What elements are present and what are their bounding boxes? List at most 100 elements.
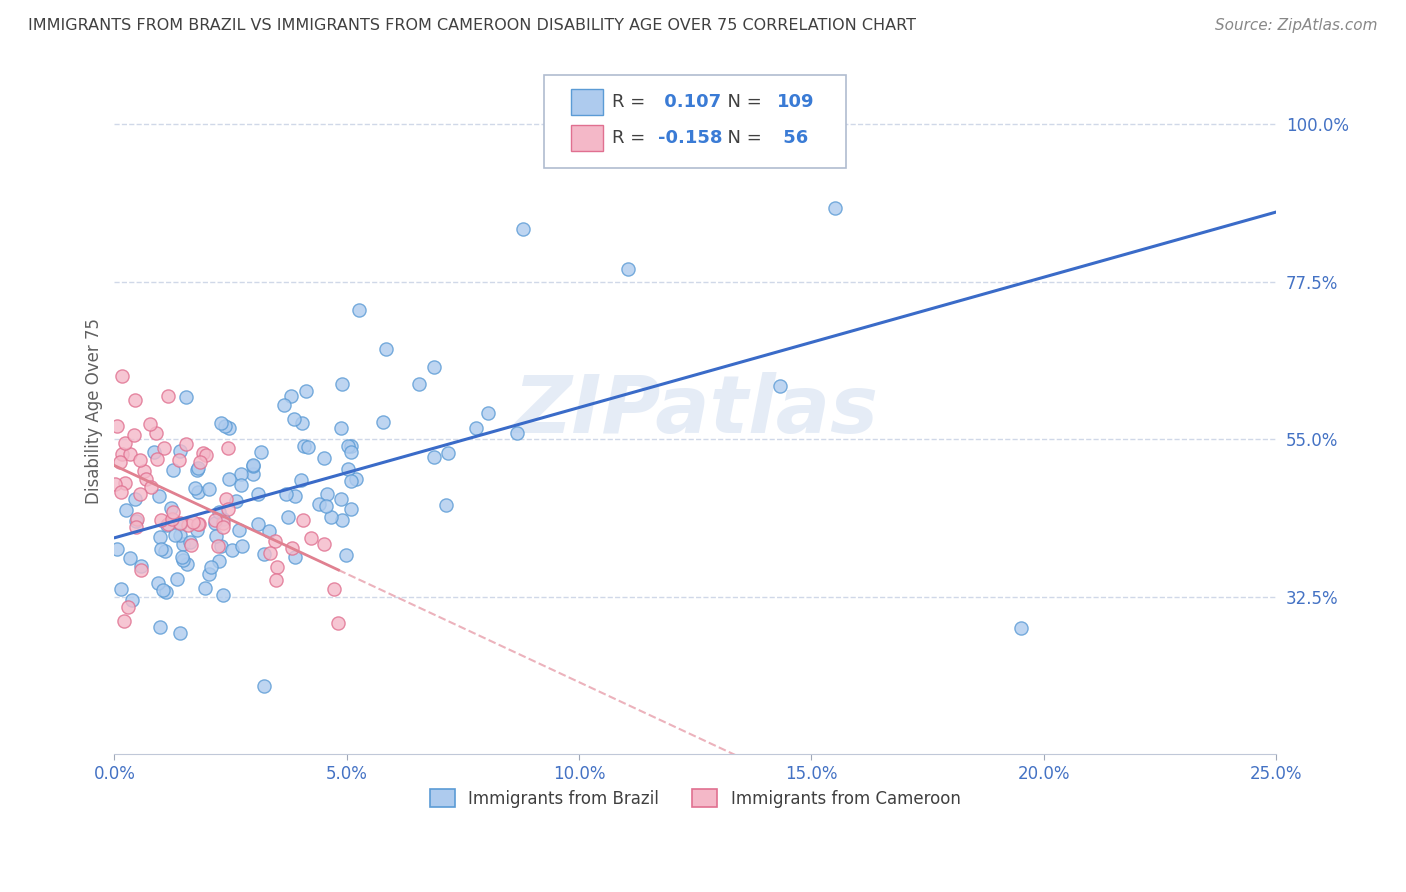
Point bbox=[194, 581, 217, 595]
Point bbox=[328, 615, 350, 630]
Point bbox=[349, 303, 371, 318]
Point bbox=[212, 516, 235, 530]
Text: R =: R = bbox=[612, 93, 651, 112]
Point bbox=[110, 369, 132, 384]
Point bbox=[337, 438, 360, 452]
Point bbox=[179, 535, 201, 549]
Point bbox=[204, 514, 226, 528]
Point bbox=[125, 514, 148, 528]
Point bbox=[187, 460, 209, 475]
Text: -0.158: -0.158 bbox=[658, 128, 723, 147]
Point bbox=[242, 458, 264, 472]
Point bbox=[340, 438, 363, 452]
Point bbox=[229, 478, 252, 492]
Point bbox=[162, 505, 184, 519]
Text: N =: N = bbox=[716, 93, 768, 112]
Point bbox=[149, 620, 172, 634]
Point bbox=[121, 593, 143, 607]
Point bbox=[434, 499, 457, 513]
Point bbox=[299, 531, 322, 545]
Text: 56: 56 bbox=[776, 128, 808, 147]
Point bbox=[215, 492, 238, 507]
Point bbox=[187, 517, 209, 532]
Point bbox=[212, 512, 235, 526]
Point bbox=[340, 502, 363, 516]
Point bbox=[242, 467, 264, 482]
Point bbox=[312, 451, 335, 466]
Point bbox=[506, 426, 529, 441]
FancyBboxPatch shape bbox=[544, 76, 846, 168]
Point bbox=[253, 679, 276, 693]
Point bbox=[131, 558, 153, 573]
Point bbox=[207, 539, 229, 553]
Point bbox=[204, 516, 226, 531]
Point bbox=[284, 549, 307, 564]
Point bbox=[422, 450, 444, 465]
Point bbox=[131, 564, 153, 578]
Point bbox=[129, 486, 152, 500]
Point bbox=[186, 463, 208, 477]
Text: R =: R = bbox=[612, 128, 651, 147]
Point bbox=[319, 509, 342, 524]
Point bbox=[512, 222, 534, 236]
Point bbox=[145, 425, 167, 440]
Point bbox=[112, 614, 135, 628]
Point bbox=[152, 583, 174, 598]
Point bbox=[110, 484, 132, 499]
Point bbox=[477, 406, 499, 420]
Point bbox=[371, 415, 394, 429]
Point bbox=[176, 558, 198, 572]
Text: IMMIGRANTS FROM BRAZIL VS IMMIGRANTS FROM CAMEROON DISABILITY AGE OVER 75 CORREL: IMMIGRANTS FROM BRAZIL VS IMMIGRANTS FRO… bbox=[28, 18, 917, 33]
Point bbox=[436, 446, 458, 460]
Point bbox=[330, 491, 353, 506]
Point bbox=[280, 389, 302, 403]
Point bbox=[208, 505, 231, 519]
Point bbox=[225, 493, 247, 508]
Point bbox=[124, 427, 146, 442]
Point bbox=[291, 416, 314, 430]
Point bbox=[108, 455, 131, 469]
Point bbox=[124, 519, 146, 533]
Point bbox=[174, 391, 197, 405]
Point bbox=[180, 538, 202, 552]
Point bbox=[205, 529, 228, 543]
Point bbox=[340, 445, 363, 459]
Point bbox=[163, 528, 186, 542]
Point bbox=[198, 566, 221, 581]
Point bbox=[157, 517, 180, 532]
Point bbox=[132, 464, 155, 478]
Point bbox=[209, 539, 232, 553]
Point bbox=[375, 342, 398, 356]
Point bbox=[169, 452, 191, 467]
Point bbox=[176, 518, 198, 533]
Point bbox=[142, 445, 165, 459]
Point bbox=[169, 626, 191, 640]
Point bbox=[423, 359, 446, 374]
Point bbox=[297, 440, 319, 454]
Point bbox=[157, 389, 180, 403]
FancyBboxPatch shape bbox=[571, 125, 603, 151]
Point bbox=[247, 487, 270, 501]
Point bbox=[160, 501, 183, 516]
Point bbox=[148, 489, 170, 503]
Point bbox=[149, 513, 172, 527]
Text: Source: ZipAtlas.com: Source: ZipAtlas.com bbox=[1215, 18, 1378, 33]
Point bbox=[169, 444, 191, 458]
Point bbox=[329, 421, 352, 435]
Point bbox=[344, 472, 367, 486]
Point bbox=[292, 439, 315, 453]
Point bbox=[172, 549, 194, 564]
Point bbox=[1010, 621, 1032, 635]
Point bbox=[294, 384, 316, 398]
Point bbox=[172, 552, 194, 566]
Point bbox=[166, 573, 188, 587]
Point bbox=[340, 474, 363, 488]
Point bbox=[155, 584, 177, 599]
Point bbox=[117, 600, 139, 615]
Point bbox=[191, 445, 214, 459]
Point bbox=[172, 536, 194, 550]
Point bbox=[266, 560, 288, 574]
Point bbox=[218, 421, 240, 435]
Point bbox=[115, 503, 138, 517]
Point bbox=[316, 487, 339, 501]
